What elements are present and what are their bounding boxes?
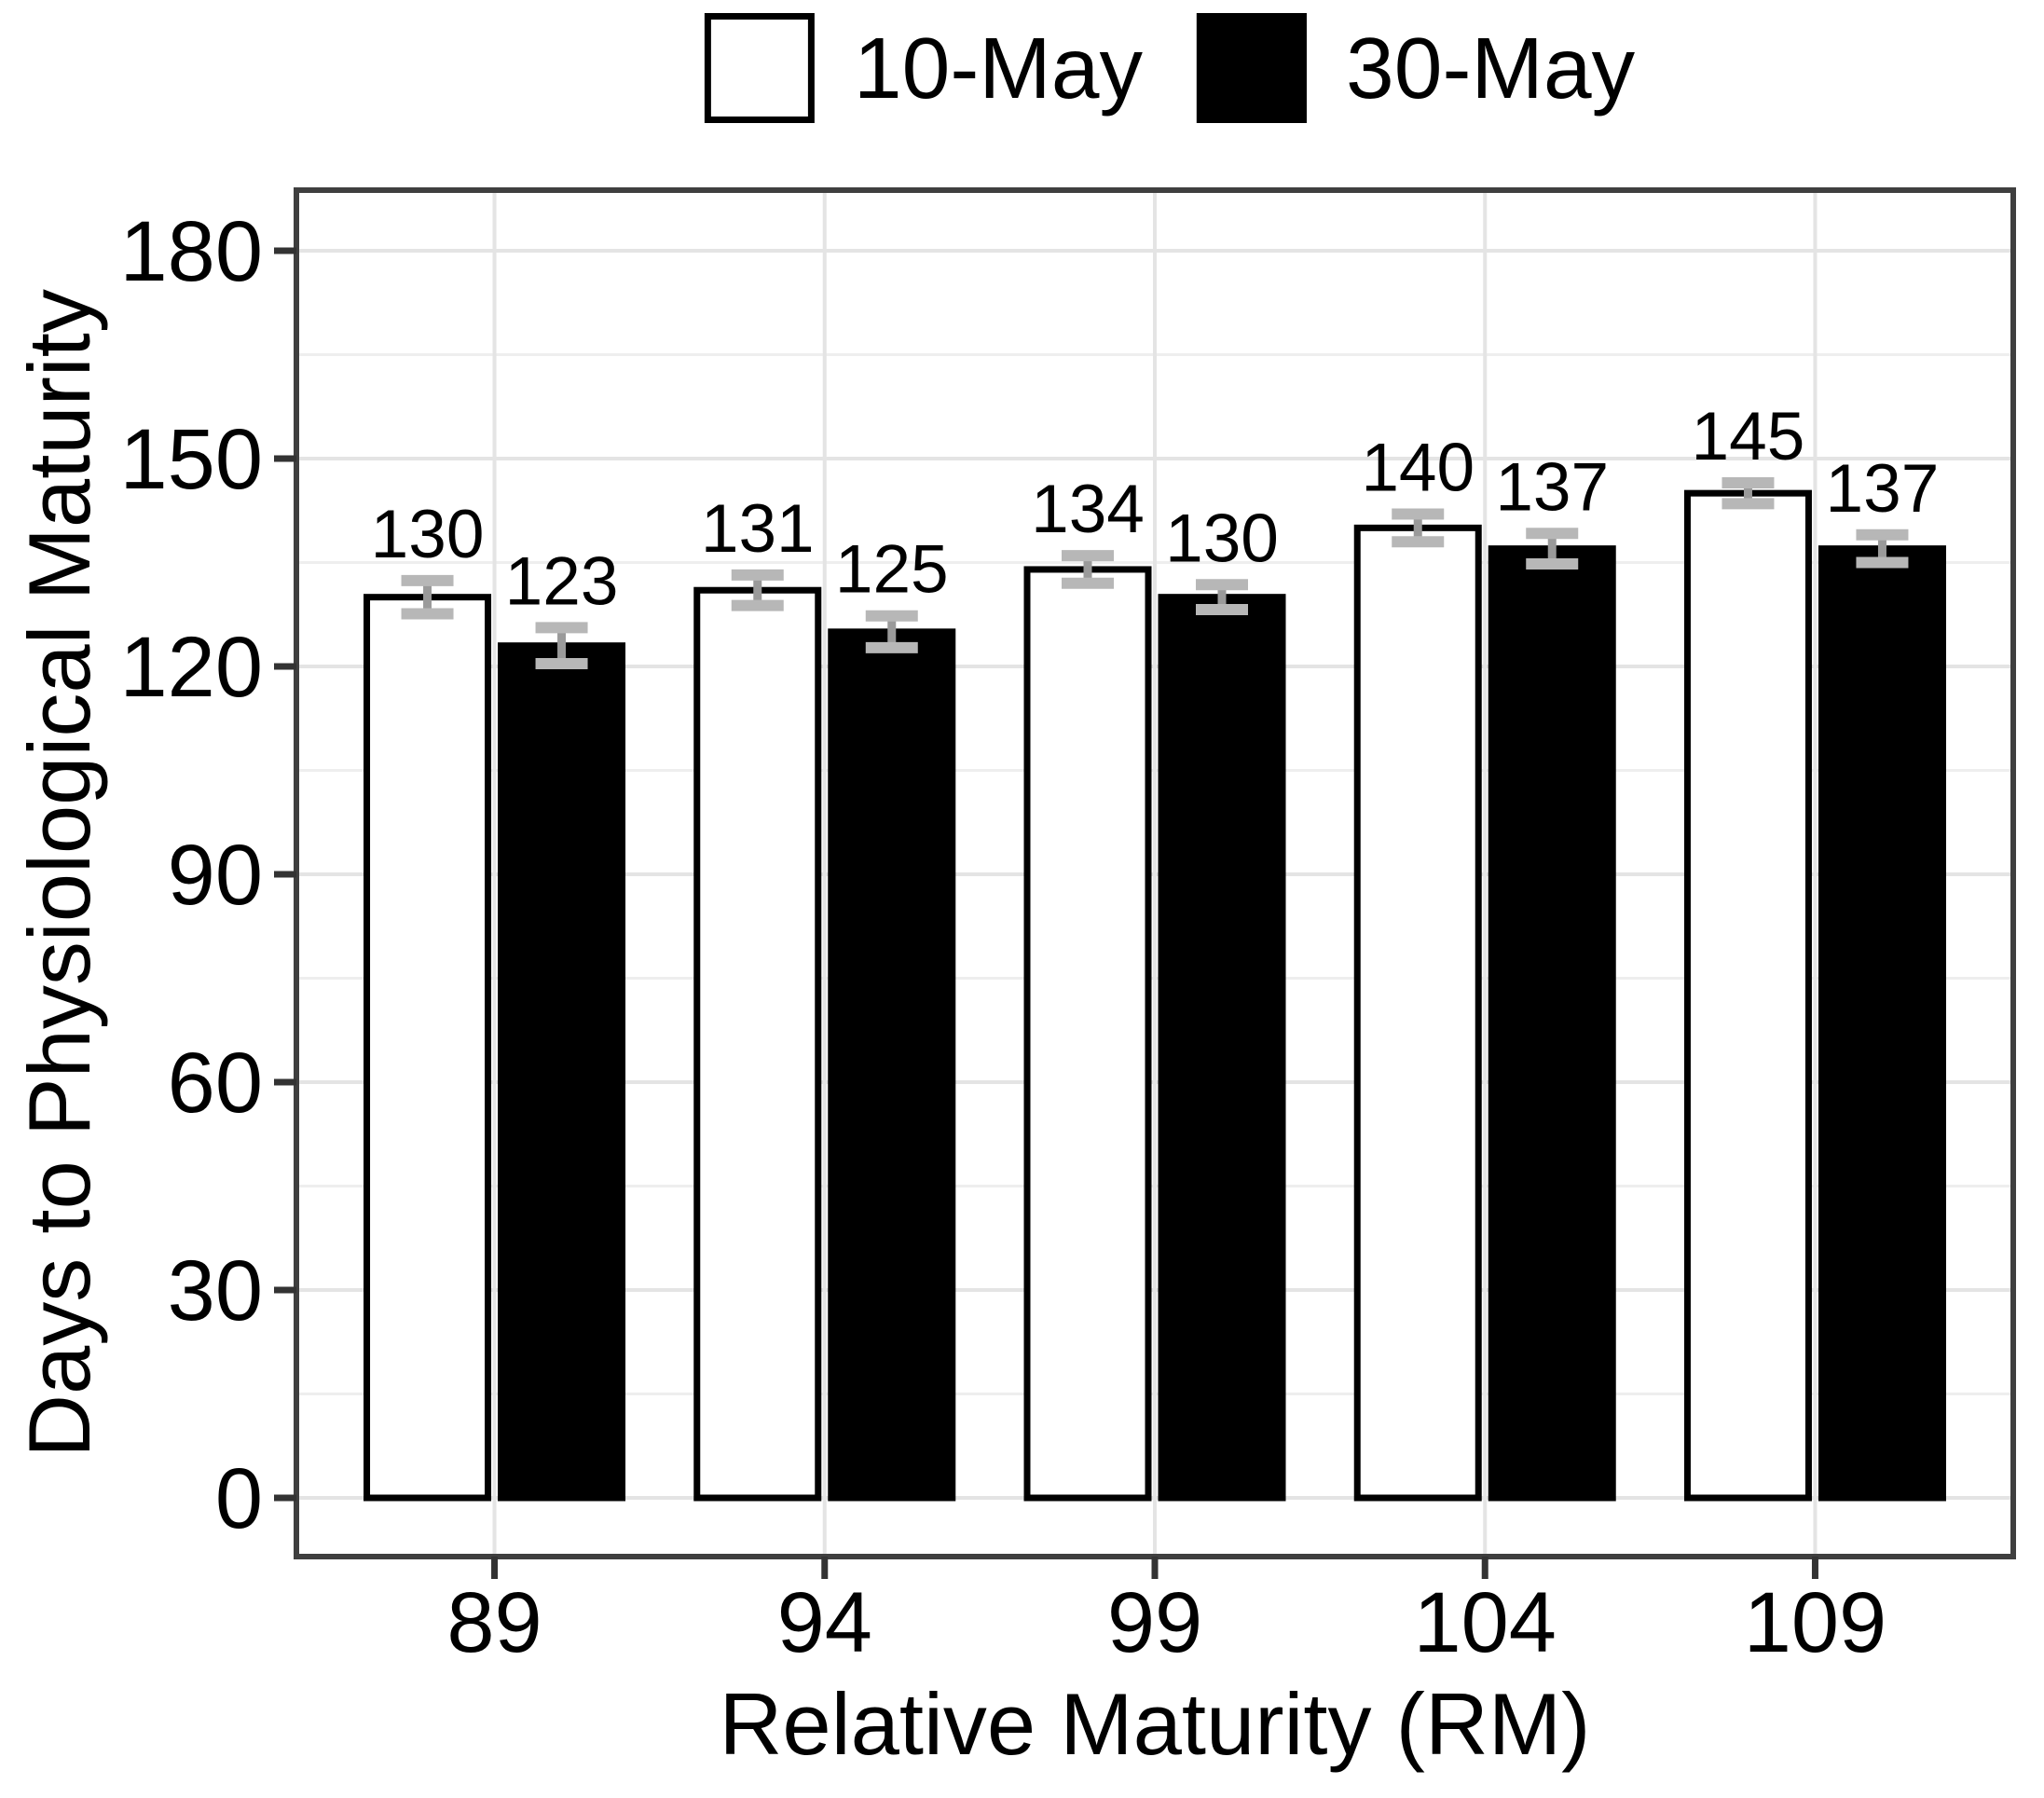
value-label-10-May-89: 130: [371, 497, 485, 572]
value-label-10-May-104: 140: [1361, 430, 1475, 505]
legend-swatch-10-may: [704, 13, 815, 123]
legend: 10-May 30-May: [704, 13, 1635, 123]
y-tick-label-150: 150: [120, 412, 264, 507]
bar-10-May-94: [693, 586, 822, 1502]
legend-label-10-may: 10-May: [853, 19, 1143, 117]
bar-30-May-109: [1818, 545, 1946, 1502]
y-tick-label-30: 30: [168, 1243, 263, 1338]
y-tick-label-60: 60: [168, 1036, 263, 1131]
legend-label-30-may: 30-May: [1346, 19, 1636, 117]
legend-item-10-may: 10-May: [704, 13, 1143, 123]
bar-30-May-94: [828, 628, 956, 1502]
y-tick-label-120: 120: [120, 620, 264, 715]
bar-10-May-109: [1683, 489, 1812, 1502]
legend-item-30-may: 30-May: [1197, 13, 1635, 123]
bar-30-May-99: [1158, 594, 1286, 1502]
x-tick-label-94: 94: [777, 1575, 872, 1670]
legend-swatch-30-may: [1197, 13, 1307, 123]
y-tick-label-180: 180: [120, 204, 264, 299]
x-tick-label-109: 109: [1744, 1575, 1887, 1670]
value-label-30-May-94: 125: [835, 532, 949, 608]
y-tick-label-90: 90: [168, 828, 263, 923]
value-label-10-May-94: 131: [701, 491, 815, 567]
bar-10-May-89: [364, 594, 492, 1502]
value-label-30-May-99: 130: [1165, 501, 1279, 576]
x-axis-title: Relative Maturity (RM): [719, 1675, 1591, 1773]
y-tick-label-0: 0: [215, 1451, 263, 1546]
x-tick-label-104: 104: [1413, 1575, 1557, 1670]
bar-30-May-104: [1488, 545, 1616, 1502]
x-tick-label-99: 99: [1107, 1575, 1202, 1670]
value-label-30-May-89: 123: [505, 543, 619, 619]
x-tick-label-89: 89: [446, 1575, 542, 1670]
bar-10-May-104: [1353, 524, 1482, 1502]
bar-30-May-89: [498, 642, 626, 1502]
bar-10-May-99: [1023, 566, 1152, 1502]
value-label-30-May-109: 137: [1826, 451, 1940, 527]
y-axis-title: Days to Physiological Maturity: [10, 289, 108, 1458]
value-label-10-May-109: 145: [1692, 399, 1805, 474]
value-label-10-May-99: 134: [1031, 472, 1145, 547]
value-label-30-May-104: 137: [1495, 449, 1609, 525]
